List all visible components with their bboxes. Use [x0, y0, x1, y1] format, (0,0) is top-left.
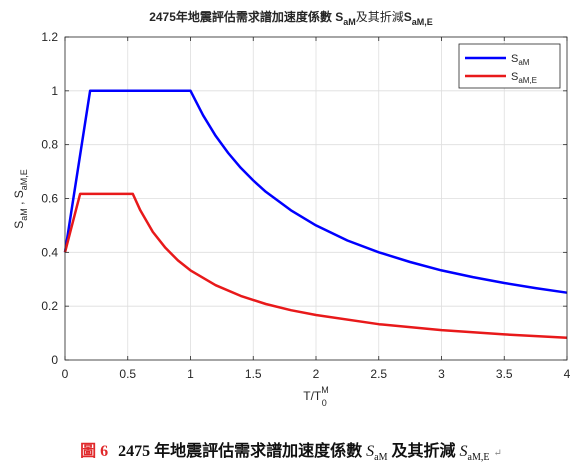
legend: SaM SaM,E: [458, 43, 561, 89]
y-axis-label-a: S: [12, 221, 26, 229]
x-tick-label: 0: [62, 367, 69, 381]
return-mark: ↵: [493, 448, 502, 459]
chart: 2475年地震評估需求譜加速度係數 SaM及其折減SaM,E 0 0.5 1 1.5 2…: [12, 9, 571, 408]
chart-title-s1-sub: aM: [343, 17, 356, 27]
caption-sym-a: S: [366, 443, 375, 460]
y-axis-label: SaM , SaM,E: [12, 169, 29, 229]
caption-text-a: 2475 年地震評估需求譜加速度係數: [118, 443, 367, 460]
legend-label-saME-base: S: [511, 71, 518, 83]
x-tick-label: 2.5: [370, 367, 387, 381]
x-axis-label-sup: M: [321, 385, 329, 395]
legend-label-saME: SaM,E: [511, 71, 537, 85]
caption-sym-a-sub: aM: [374, 452, 388, 464]
x-axis-label: T/TM 0: [303, 385, 329, 408]
y-axis-label-a-sub: aM: [19, 208, 29, 221]
chart-title-main: 2475年地震評估需求譜加速度係數: [149, 9, 335, 24]
legend-box: [458, 43, 561, 89]
y-axis-ticks: 0 0.2 0.4 0.6 0.8 1 1.2: [41, 30, 567, 367]
y-tick-label: 0: [51, 353, 58, 367]
chart-title-s2: S: [404, 10, 412, 24]
grid: [64, 36, 568, 361]
x-axis-label-base: T/T: [303, 389, 322, 403]
y-axis-label-b-sub: aM,E: [19, 169, 29, 190]
legend-label-saM-base: S: [511, 53, 518, 65]
caption-sym-b: S: [459, 443, 468, 460]
legend-label-saME-sub: aM,E: [518, 76, 537, 85]
x-tick-label: 1: [187, 367, 194, 381]
x-axis-label-sub: 0: [322, 398, 327, 408]
series-layer: [63, 89, 568, 339]
chart-title-s1: S: [335, 10, 343, 24]
y-tick-label: 0.4: [41, 245, 58, 259]
y-tick-label: 0.6: [41, 192, 58, 206]
x-tick-label: 0.5: [119, 367, 136, 381]
x-tick-label: 2: [313, 367, 320, 381]
x-axis-ticks: 0 0.5 1 1.5 2 2.5 3 3.5 4: [62, 37, 571, 381]
chart-title-mid: 及其折減: [356, 9, 404, 24]
caption-text-b: 及其折減: [387, 443, 460, 460]
y-tick-label: 0.2: [41, 299, 58, 313]
x-tick-label: 3.5: [496, 367, 513, 381]
y-tick-label: 0.8: [41, 138, 58, 152]
x-tick-label: 1.5: [245, 367, 262, 381]
series-line-saM: [63, 89, 568, 294]
y-tick-label: 1.2: [41, 30, 58, 44]
caption-sym-b-sub: aM,E: [467, 452, 490, 464]
chart-title: 2475年地震評估需求譜加速度係數 SaM及其折減SaM,E: [149, 9, 433, 27]
legend-label-saM-sub: aM: [518, 58, 529, 67]
figure-label: 圖 6: [80, 443, 109, 460]
x-tick-label: 4: [564, 367, 571, 381]
legend-label-saM: SaM: [511, 53, 530, 67]
y-axis-label-b: S: [12, 190, 26, 198]
figure-caption: 圖 6 2475 年地震評估需求譜加速度係數 SaM 及其折減 SaM,E ↵: [0, 437, 582, 463]
chart-title-s2-sub: aM,E: [412, 17, 433, 27]
y-axis-label-sep: ,: [12, 198, 26, 208]
x-tick-label: 3: [438, 367, 445, 381]
y-tick-label: 1: [51, 84, 58, 98]
series-line-saME: [63, 192, 568, 339]
